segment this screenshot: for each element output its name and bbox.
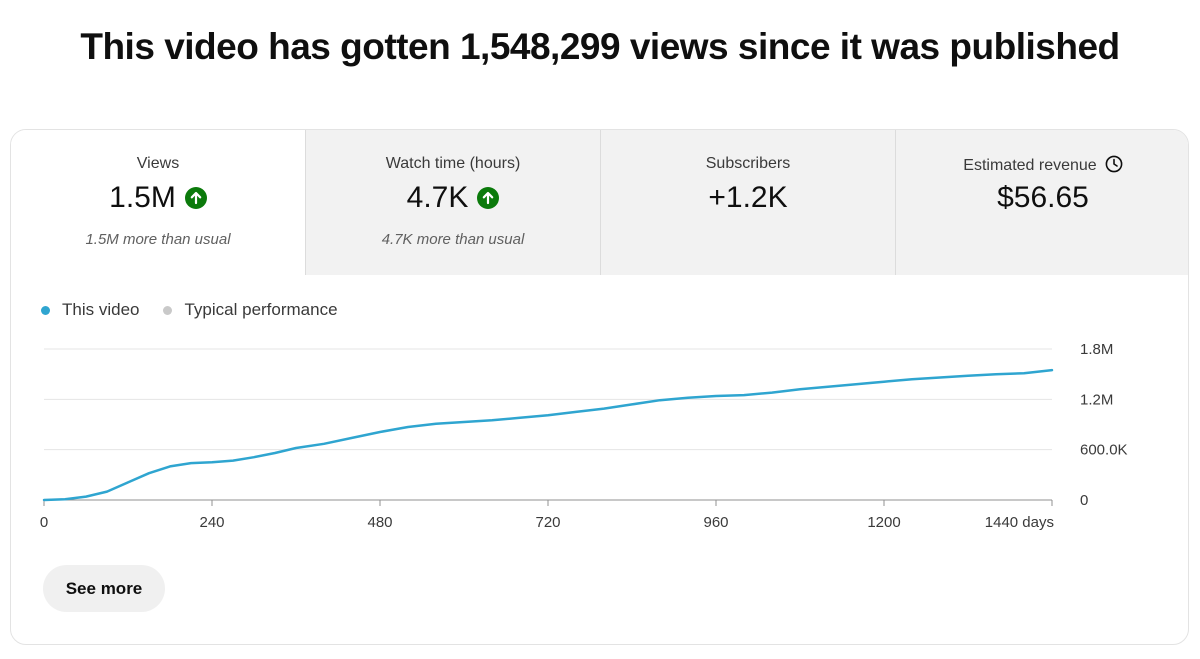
y-tick-label: 600.0K <box>1080 442 1128 459</box>
arrow-up-icon <box>184 187 207 209</box>
y-tick-label: 1.8M <box>1080 341 1113 358</box>
x-tick-label: 480 <box>367 514 392 531</box>
metric-subscribers-value: +1.2K <box>708 181 788 214</box>
x-tick-label: 960 <box>703 514 728 531</box>
metric-subscribers-label: Subscribers <box>705 155 791 172</box>
metric-watch-time-value: 4.7K <box>406 181 469 214</box>
metric-views-value: 1.5M <box>109 181 176 214</box>
metric-watch-time-label: Watch time (hours) <box>385 155 521 172</box>
x-tick-label: 720 <box>535 514 560 531</box>
chart-legend: This video Typical performance <box>41 300 362 320</box>
legend-label-typical: Typical performance <box>184 300 338 319</box>
x-tick-label: 1440 days <box>985 514 1054 531</box>
arrow-up-icon <box>477 187 500 209</box>
legend-item-this-video: This video <box>41 300 139 320</box>
x-tick-label: 240 <box>199 514 224 531</box>
see-more-button[interactable]: See more <box>43 565 165 612</box>
legend-item-typical: Typical performance <box>163 300 338 320</box>
x-tick-label: 0 <box>40 514 48 531</box>
metric-views[interactable]: Views 1.5M 1.5M more than usual <box>11 130 305 275</box>
metric-views-sub: 1.5M more than usual <box>85 231 231 248</box>
metric-revenue-value: $56.65 <box>997 181 1089 214</box>
metric-watch-time[interactable]: Watch time (hours) 4.7K 4.7K more than u… <box>305 130 600 275</box>
clock-icon <box>1105 155 1123 173</box>
metrics-row: Views 1.5M 1.5M more than usual Watch ti… <box>11 130 1188 275</box>
legend-dot-this-video <box>41 305 50 315</box>
metric-revenue-label: Estimated revenue <box>963 157 1097 174</box>
legend-dot-typical <box>163 305 173 315</box>
legend-label-this-video: This video <box>62 300 140 319</box>
x-tick-label: 1200 <box>867 514 900 531</box>
metric-revenue[interactable]: Estimated revenue $56.65 <box>895 130 1188 275</box>
page-headline: This video has gotten 1,548,299 views si… <box>80 26 1120 67</box>
views-line-chart: 0 600.0K 1.2M 1.8M 0 240 480 720 960 1200 1440 day… <box>40 341 1128 531</box>
series-line-this-video <box>42 368 1054 502</box>
y-tick-label: 1.2M <box>1080 391 1113 408</box>
metric-subscribers[interactable]: Subscribers +1.2K <box>600 130 895 275</box>
y-tick-label: 0 <box>1080 492 1088 509</box>
analytics-card: Views 1.5M 1.5M more than usual Watch ti… <box>10 129 1189 645</box>
metric-views-label: Views <box>136 155 180 172</box>
metric-watch-time-sub: 4.7K more than usual <box>381 231 525 248</box>
